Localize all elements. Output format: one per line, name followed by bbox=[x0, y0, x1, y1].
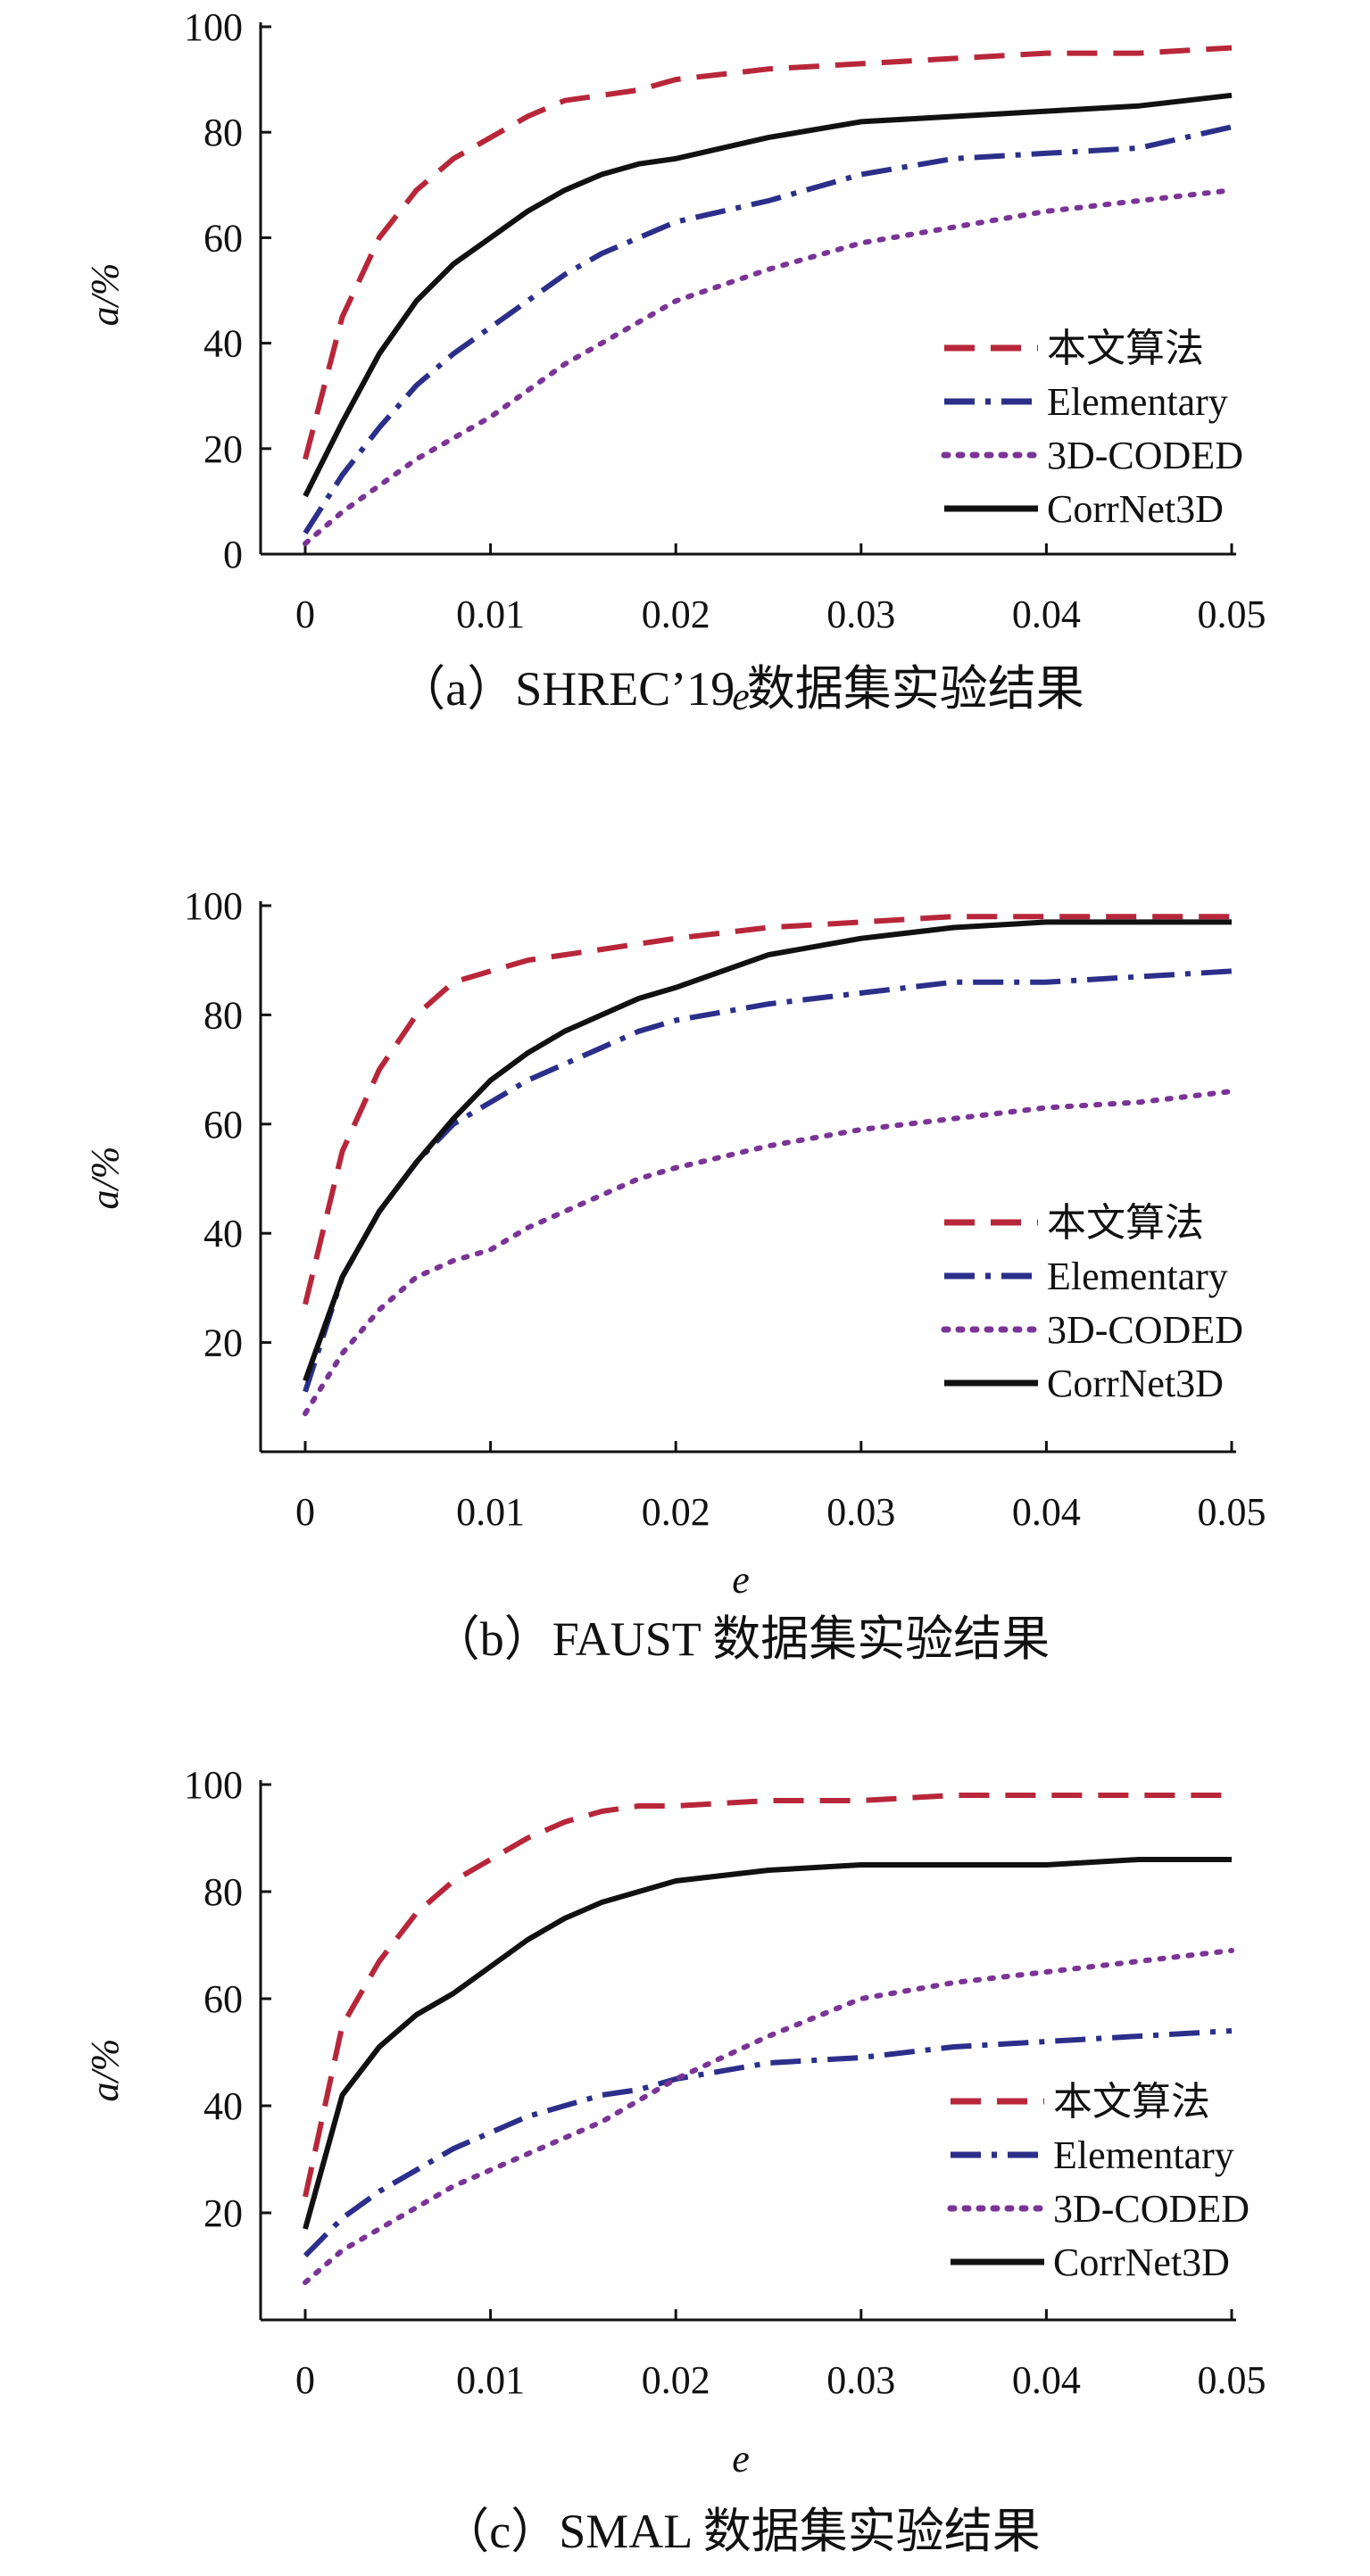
y-tick-label: 80 bbox=[203, 111, 243, 154]
y-tick-label: 20 bbox=[203, 427, 243, 471]
series-line-0 bbox=[303, 1793, 1232, 2198]
y-axis-title: a/% bbox=[83, 1147, 127, 1210]
x-tick-label: 0 bbox=[295, 2358, 315, 2402]
x-axis-title: e bbox=[732, 675, 750, 718]
x-tick-label: 0.01 bbox=[456, 2358, 525, 2402]
series-line-3 bbox=[303, 1857, 1232, 2230]
figure-caption: （b）FAUST 数据集实验结果 bbox=[432, 1612, 1050, 1666]
x-tick-label: 0 bbox=[295, 592, 315, 636]
y-tick-label: 60 bbox=[203, 1103, 243, 1147]
y-tick-label: 100 bbox=[184, 884, 243, 928]
x-tick-label: 0.02 bbox=[642, 2358, 710, 2402]
figure-caption: （a）SHREC’19 数据集实验结果 bbox=[397, 662, 1084, 716]
y-tick-label: 100 bbox=[184, 5, 243, 49]
y-tick-label: 80 bbox=[203, 1870, 243, 1914]
x-tick-label: 0.04 bbox=[1012, 2358, 1081, 2402]
figure-caption: （c）SMAL 数据集实验结果 bbox=[441, 2505, 1041, 2558]
x-tick-label: 0.05 bbox=[1198, 2358, 1266, 2402]
series-line-2 bbox=[303, 187, 1234, 547]
x-tick-label: 0 bbox=[295, 1490, 315, 1534]
x-tick-label: 0.02 bbox=[642, 1490, 710, 1534]
series-line-0 bbox=[303, 914, 1232, 1305]
series-line-3 bbox=[303, 919, 1232, 1382]
legend-label: CorrNet3D bbox=[1047, 1362, 1224, 1405]
y-tick-label: 40 bbox=[203, 2084, 243, 2128]
legend-label: 本文算法 bbox=[1047, 1201, 1204, 1245]
legend-label: 3D-CODED bbox=[1047, 434, 1243, 477]
legend-label: 本文算法 bbox=[1053, 2080, 1210, 2124]
x-tick-label: 0.01 bbox=[456, 592, 525, 636]
series-line-0 bbox=[303, 45, 1233, 460]
y-tick-label: 20 bbox=[203, 2191, 243, 2235]
x-tick-label: 0.02 bbox=[642, 592, 710, 636]
x-tick-label: 0.03 bbox=[826, 2358, 895, 2402]
x-tick-label: 0.03 bbox=[826, 592, 895, 636]
series-line-1 bbox=[303, 124, 1233, 535]
legend-label: Elementary bbox=[1047, 1255, 1228, 1298]
legend-label: 3D-CODED bbox=[1053, 2187, 1250, 2231]
x-tick-label: 0.04 bbox=[1012, 1490, 1081, 1534]
chart-panel-1: 20 40 60 80 100 0 0.01 0.02 0.03 0.04 0.05 a/% e 本文算法… bbox=[83, 884, 1266, 1666]
x-tick-label: 0.01 bbox=[456, 1490, 525, 1534]
legend-label: 本文算法 bbox=[1047, 327, 1204, 370]
series-line-2 bbox=[303, 1089, 1234, 1417]
y-tick-label: 100 bbox=[184, 1763, 243, 1807]
y-axis-title: a/% bbox=[83, 2039, 127, 2102]
series-line-1 bbox=[303, 2028, 1233, 2258]
chart-panel-0: 0 20 40 60 80 100 0 0.01 0.02 0.03 0.04 0.05 a/% e 本文算… bbox=[83, 5, 1266, 718]
legend-label: CorrNet3D bbox=[1047, 487, 1224, 531]
x-tick-label: 0.04 bbox=[1012, 592, 1081, 636]
y-tick-label: 20 bbox=[203, 1321, 243, 1365]
x-tick-label: 0.05 bbox=[1198, 1490, 1266, 1534]
chart-panel-2: 20 40 60 80 100 0 0.01 0.02 0.03 0.04 0.05 a/% e 本文算法… bbox=[83, 1763, 1266, 2558]
x-axis-title: e bbox=[732, 1558, 750, 1602]
series-line-2 bbox=[303, 1948, 1234, 2285]
y-axis-title: a/% bbox=[83, 263, 127, 327]
y-tick-label: 40 bbox=[203, 1212, 243, 1255]
x-tick-label: 0.05 bbox=[1198, 592, 1266, 636]
legend-label: CorrNet3D bbox=[1053, 2241, 1230, 2284]
legend-label: Elementary bbox=[1047, 380, 1228, 424]
x-axis-title: e bbox=[732, 2437, 750, 2481]
x-tick-label: 0.03 bbox=[826, 1490, 895, 1534]
y-tick-label: 60 bbox=[203, 216, 243, 260]
legend-label: Elementary bbox=[1053, 2133, 1234, 2177]
series-line-3 bbox=[303, 92, 1233, 498]
y-tick-label: 60 bbox=[203, 1977, 243, 2021]
legend-label: 3D-CODED bbox=[1047, 1308, 1243, 1352]
y-tick-label: 0 bbox=[223, 533, 243, 576]
y-tick-label: 40 bbox=[203, 322, 243, 366]
y-tick-label: 80 bbox=[203, 993, 243, 1037]
